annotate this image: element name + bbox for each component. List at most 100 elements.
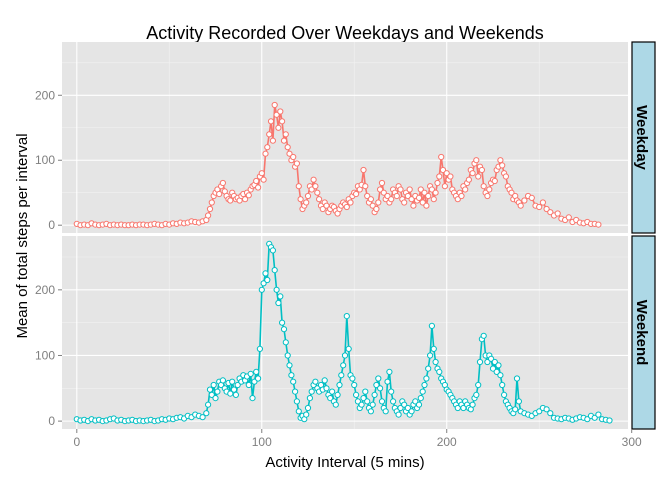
data-point <box>271 101 278 109</box>
data-point <box>362 388 369 395</box>
data-point <box>219 377 226 384</box>
data-point <box>304 192 312 200</box>
data-point <box>373 205 380 213</box>
data-point <box>360 395 367 402</box>
data-point <box>323 385 330 392</box>
data-point <box>428 322 435 329</box>
data-point <box>203 410 210 417</box>
data-point <box>515 398 523 405</box>
panel-grid <box>62 236 633 429</box>
data-point <box>255 375 262 382</box>
data-point <box>501 391 508 398</box>
data-point <box>303 411 310 418</box>
data-point <box>565 214 572 221</box>
data-point <box>499 381 506 389</box>
data-point <box>367 408 374 415</box>
data-point <box>280 326 288 333</box>
data-point <box>397 186 404 193</box>
data-point <box>417 395 424 402</box>
data-point <box>269 247 276 254</box>
data-point <box>493 368 500 375</box>
data-point <box>199 414 206 421</box>
data-point <box>258 170 265 177</box>
data-point <box>205 212 212 219</box>
data-point <box>256 345 263 352</box>
data-point <box>393 192 400 200</box>
data-point <box>486 186 493 193</box>
data-point <box>377 385 384 392</box>
data-point <box>497 157 504 164</box>
data-point <box>360 166 367 174</box>
data-point <box>484 192 491 200</box>
data-point <box>382 408 389 415</box>
data-point <box>423 202 430 209</box>
data-point <box>595 411 602 418</box>
data-point <box>227 390 234 397</box>
y-tick-label: 100 <box>35 153 55 167</box>
data-point <box>264 276 271 284</box>
data-point <box>458 192 465 200</box>
data-point <box>595 221 602 228</box>
data-point <box>371 391 378 398</box>
y-axis-weekend: 0 100 200 <box>35 283 62 428</box>
data-point <box>473 391 480 398</box>
data-point <box>205 401 212 408</box>
data-point <box>502 173 509 180</box>
panel-background <box>62 236 628 429</box>
data-point <box>275 299 282 307</box>
data-point <box>408 408 415 415</box>
data-point <box>554 210 561 217</box>
y-axis-weekday: 0 100 200 <box>35 88 62 232</box>
data-point <box>462 186 469 193</box>
data-point <box>273 111 280 118</box>
data-point <box>249 395 256 402</box>
data-point <box>264 144 271 151</box>
data-point <box>292 388 299 395</box>
data-point <box>430 196 437 203</box>
data-point <box>332 401 339 408</box>
data-point <box>245 192 252 199</box>
data-point <box>436 368 443 375</box>
data-point <box>378 179 386 187</box>
strip-weekday <box>631 41 656 234</box>
y-tick-label: 100 <box>35 348 55 362</box>
data-point <box>273 286 280 293</box>
data-point <box>495 362 502 369</box>
data-point <box>308 388 315 395</box>
data-point <box>421 381 428 389</box>
data-point <box>425 365 432 372</box>
data-point <box>206 205 214 213</box>
data-point <box>386 368 393 375</box>
data-point <box>341 352 349 359</box>
data-point <box>232 391 239 398</box>
strip-weekend <box>631 235 656 430</box>
data-point <box>262 270 269 277</box>
data-point <box>543 406 550 413</box>
data-point <box>512 406 519 413</box>
data-point <box>367 196 374 203</box>
data-point <box>327 395 334 402</box>
data-point <box>378 398 386 405</box>
y-axis-title: Mean of total steps per interval <box>14 133 31 338</box>
data-point <box>212 395 219 402</box>
data-point <box>438 153 445 161</box>
data-point <box>253 177 260 185</box>
data-point <box>513 375 521 382</box>
data-point <box>432 189 439 196</box>
data-point <box>380 189 387 196</box>
data-point <box>415 401 423 408</box>
data-point <box>521 197 528 204</box>
data-point <box>373 381 380 389</box>
data-point <box>473 157 480 164</box>
data-point <box>536 408 543 415</box>
data-point <box>430 345 437 352</box>
data-point <box>310 176 317 183</box>
x-tick-label: 0 <box>73 435 80 449</box>
strip-label-weekend: Weekend <box>633 300 650 366</box>
data-point <box>349 375 356 382</box>
data-point <box>499 162 506 169</box>
data-point <box>260 280 267 287</box>
data-point <box>425 192 432 200</box>
data-point <box>329 388 336 395</box>
